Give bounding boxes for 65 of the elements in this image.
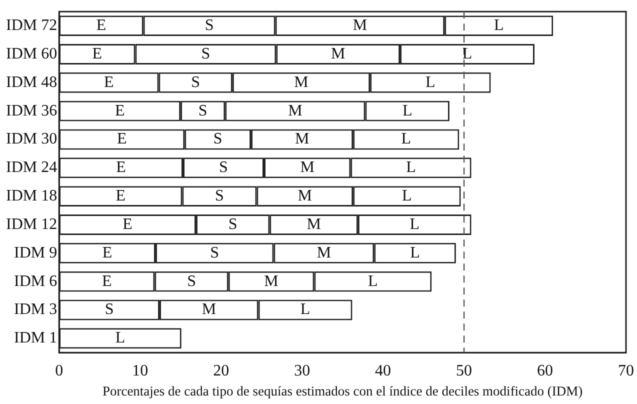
x-tick-label: 20 [213, 362, 230, 380]
y-tick-label: IDM 48 [6, 74, 58, 91]
text: M [300, 159, 314, 176]
y-tick-label: IDM 36 [6, 102, 58, 120]
x-tick-label: 60 [537, 362, 554, 380]
text: S [213, 130, 222, 148]
text: L [368, 272, 378, 290]
text: L [410, 244, 420, 262]
text: L [406, 159, 416, 176]
x-tick-label: 70 [618, 362, 634, 380]
text: M [298, 188, 312, 205]
text: E [116, 188, 126, 205]
x-tick-label: 0 [55, 362, 64, 380]
text: S [198, 102, 208, 120]
series-label: E [92, 45, 102, 62]
y-tick-label: IDM 9 [14, 244, 58, 262]
text: E [102, 244, 112, 262]
y-tick-label: IDM 18 [6, 188, 58, 205]
text: S [219, 159, 228, 176]
x-tick-label: 40 [375, 362, 392, 380]
x-tick-label: 30 [294, 362, 310, 380]
text: S [210, 244, 220, 262]
y-tick-label: IDM 24 [6, 159, 58, 176]
text: L [402, 188, 412, 205]
text: M [352, 17, 368, 34]
text: S [204, 17, 214, 34]
text: L [115, 330, 126, 347]
y-tick-label: IDM 1 [14, 330, 58, 347]
text: M [288, 102, 302, 120]
text: M [264, 272, 278, 290]
text: L [402, 102, 412, 120]
x-axis-title: Porcentajes de cada tipo de sequías estimados con el índice de deciles modificado (IDM) [102, 383, 583, 398]
y-tick-label: IDM 60 [6, 45, 58, 62]
text: E [116, 130, 127, 148]
text: E [102, 272, 112, 290]
text: M [306, 216, 321, 233]
x-tick-label: 10 [132, 362, 148, 380]
text: M [202, 301, 216, 318]
series-label: S [201, 45, 210, 62]
text: M [294, 74, 308, 91]
series-label: M [330, 45, 346, 62]
text: S [228, 216, 238, 233]
y-tick-label: IDM 6 [14, 272, 58, 290]
text: S [104, 301, 114, 318]
text: S [187, 272, 196, 290]
text: E [116, 159, 126, 176]
text: E [104, 74, 114, 91]
text: S [215, 188, 224, 205]
text: L [300, 301, 310, 318]
x-tick-label: 50 [456, 362, 472, 380]
y-tick-label: IDM 3 [14, 301, 58, 318]
text: L [494, 17, 504, 34]
y-tick-label: IDM 12 [6, 216, 58, 233]
text: L [410, 216, 420, 233]
text: E [122, 216, 132, 233]
text: E [96, 17, 106, 34]
series-label: L [462, 45, 472, 62]
text: L [401, 130, 412, 148]
text: M [316, 244, 332, 262]
text: L [426, 74, 436, 91]
y-tick-label: IDM 30 [6, 130, 58, 148]
text: M [294, 130, 310, 148]
text: E [114, 102, 125, 120]
text: S [191, 74, 200, 91]
y-tick-label: IDM 72 [6, 17, 58, 34]
